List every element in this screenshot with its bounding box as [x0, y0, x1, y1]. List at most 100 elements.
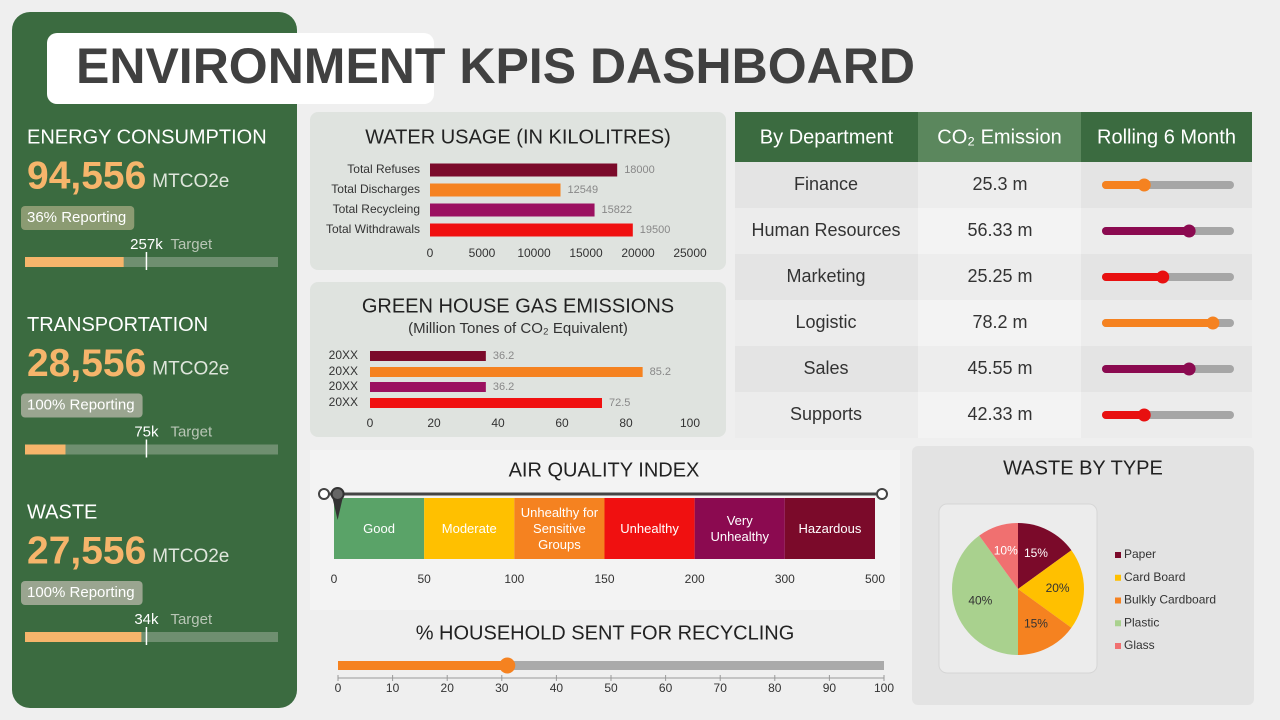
table-cell [918, 346, 1081, 392]
kpi-value: 94,556 [27, 154, 146, 197]
reporting-label: 100% Reporting [27, 396, 135, 413]
bar [430, 183, 561, 197]
target-text: Target [170, 611, 213, 628]
table-cell [918, 300, 1081, 346]
slider-track [338, 661, 884, 670]
slice-label: 15% [1024, 546, 1048, 560]
aqi-label-box: Good [363, 520, 395, 536]
table-header: Rolling 6 Month [1097, 126, 1236, 148]
table-header-cell [1081, 112, 1252, 162]
slider-knob [1182, 224, 1196, 238]
legend-swatch [1115, 643, 1121, 649]
category-label: 20XX [329, 395, 358, 409]
target-text: Target [170, 236, 213, 253]
table-header-cell [735, 112, 918, 162]
bar [430, 163, 618, 177]
x-tick-label: 40 [550, 681, 564, 695]
value-label: 85.2 [650, 366, 671, 378]
x-tick-label: 15000 [569, 246, 603, 260]
kpi-unit: MTCO2e [152, 171, 229, 192]
pie-slice [1018, 589, 1072, 655]
x-tick-label: 100 [680, 416, 700, 430]
progress-track [25, 444, 278, 455]
x-tick-label: 90 [823, 681, 837, 695]
x-tick-label: 300 [775, 572, 795, 586]
emission: 45.55 m [967, 358, 1032, 378]
table-header-cell [918, 112, 1081, 162]
table-cell [735, 254, 918, 300]
reporting-label: 100% Reporting [27, 584, 135, 601]
x-tick-label: 60 [659, 681, 673, 695]
aqi-label: Moderate [441, 520, 497, 536]
value-label: 36.2 [493, 381, 514, 393]
reporting-label: 36% Reporting [27, 209, 126, 226]
bar [430, 203, 595, 217]
title-box [47, 33, 434, 104]
legend-label: Paper [1124, 547, 1156, 561]
slider-fill [1102, 273, 1163, 281]
aqi-label-box: Moderate [441, 520, 497, 536]
aqi-label: Good [363, 520, 395, 536]
emission: 25.3 m [972, 174, 1027, 194]
emission: 42.33 m [967, 404, 1032, 424]
x-tick-label: 20 [441, 681, 455, 695]
chart-title: % HOUSEHOLD SENT FOR RECYCLING [416, 622, 795, 644]
rail-end [318, 488, 330, 500]
x-tick-label: 30 [495, 681, 509, 695]
table-header: CO₂ Emission [937, 126, 1061, 148]
x-tick-label: 0 [331, 572, 338, 586]
x-tick-label: 20 [427, 416, 441, 430]
legend-swatch [1115, 574, 1121, 581]
slice-label: 20% [1046, 581, 1070, 595]
value-label: 18000 [624, 164, 655, 176]
reporting-pill [21, 206, 135, 230]
chart-title: GREEN HOUSE GAS EMISSIONS [362, 295, 674, 317]
aqi-segment [334, 498, 425, 559]
department: Marketing [786, 266, 865, 286]
chart-title: AIR QUALITY INDEX [509, 459, 700, 481]
x-tick-label: 100 [504, 572, 524, 586]
category-label: Total Recycleing [333, 202, 420, 216]
slider-knob [1156, 270, 1170, 284]
x-tick-label: 100 [874, 681, 894, 695]
page-title: ENVIRONMENT KPIS DASHBOARD [76, 38, 915, 94]
x-tick-label: 20000 [621, 246, 655, 260]
slider-knob [1137, 178, 1151, 192]
aqi-segment [424, 498, 515, 559]
x-tick-label: 60 [555, 416, 569, 430]
bar [430, 223, 633, 237]
aqi-label-box: Very Unhealthy [710, 513, 769, 544]
chart-title: WASTE BY TYPE [1003, 457, 1163, 479]
slider-knob [1206, 316, 1220, 330]
bar [370, 351, 486, 361]
x-tick-label: 0 [335, 681, 342, 695]
department: Logistic [795, 312, 856, 332]
category-label: 20XX [329, 364, 358, 378]
chart-title: WATER USAGE (IN KILOLITRES) [365, 126, 671, 148]
aqi-pointer-head [330, 487, 345, 501]
legend-swatch [1115, 597, 1121, 604]
x-tick-label: 25000 [673, 246, 707, 260]
table-header: By Department [760, 126, 894, 148]
legend-label: Glass [1124, 638, 1155, 652]
x-tick-label: 0 [367, 416, 374, 430]
aqi-label: Unhealthy [620, 520, 679, 536]
category-label: Total Refuses [347, 162, 420, 176]
table-cell [918, 254, 1081, 300]
emission: 25.25 m [967, 266, 1032, 286]
table-cell [735, 208, 918, 254]
department: Sales [803, 358, 848, 378]
x-tick-label: 80 [619, 416, 633, 430]
aqi-pointer [331, 494, 344, 520]
aqi-segment [604, 498, 695, 559]
slider-knob [1182, 362, 1196, 376]
x-tick-label: 50 [604, 681, 618, 695]
department: Human Resources [751, 220, 900, 240]
slice-label: 10% [994, 544, 1018, 558]
pie-slice [1018, 550, 1085, 628]
x-tick-label: 150 [594, 572, 614, 586]
rail-end [876, 488, 888, 500]
